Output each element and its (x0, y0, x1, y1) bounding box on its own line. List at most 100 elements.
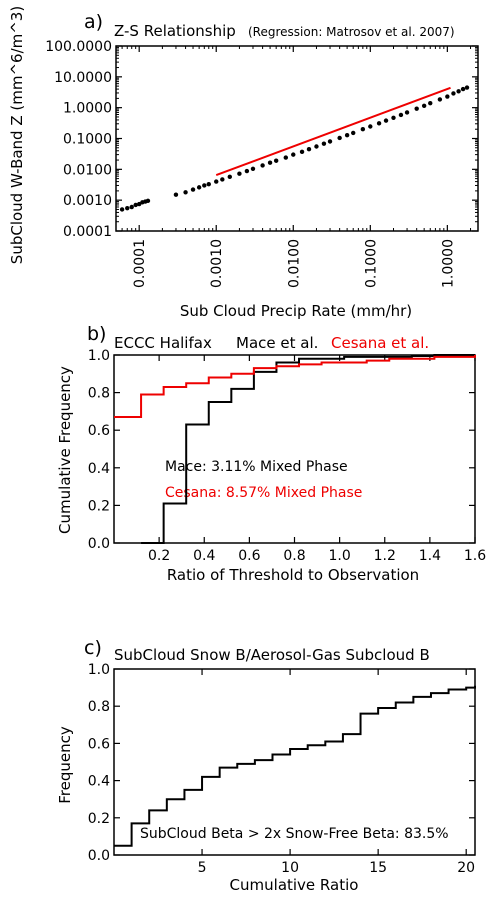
panel-c-xlabel: Cumulative Ratio (230, 876, 359, 894)
panel-c-xtick-label: 15 (369, 860, 387, 876)
panel-a-point (360, 127, 366, 132)
panel-a-ytick-label: 1.0000 (63, 101, 112, 117)
panel-a-point (327, 139, 333, 144)
panel-a-point (437, 97, 443, 102)
panel-a-xtick-label: 1.0000 (440, 239, 456, 288)
panel-a-title: Z-S Relationship (114, 22, 236, 40)
panel-b-title-cesana: Cesana et al. (331, 334, 429, 352)
panel-a-xlabel: Sub Cloud Precip Rate (mm/hr) (180, 302, 412, 320)
panel-a-point (250, 166, 256, 172)
panel-a-point (404, 110, 410, 115)
panel-c-ytick-label: 0.8 (88, 699, 110, 715)
panel-a-ytick-label: 10.0000 (54, 70, 112, 86)
panel-a-point (306, 146, 312, 152)
panel-b-ytick-label: 0.4 (88, 461, 110, 477)
panel-a-ytick-label: 0.0100 (63, 162, 112, 178)
panel-a-point (464, 85, 470, 90)
panel-b-series-cesana (114, 355, 476, 419)
panel-a-xtick-label: 0.0100 (286, 239, 302, 288)
panel-c-ytick-label: 0.4 (88, 774, 110, 790)
panel-a-point (445, 94, 450, 99)
panel-a-point (314, 144, 319, 149)
panel-b-xtick-label: 0.2 (148, 548, 170, 564)
panel-b-title-mace: Mace et al. (236, 334, 318, 352)
panel-a-point (237, 171, 242, 176)
panel-c-series (114, 685, 476, 847)
panel-a-point (173, 192, 179, 197)
panel-a-point (291, 152, 296, 157)
panel-c-xtick-label: 10 (281, 860, 299, 876)
panel-a-point (206, 181, 211, 187)
panel-a-point (260, 163, 265, 168)
panel-b-ytick-label: 0.0 (88, 536, 110, 552)
panel-a-xtick-label: 0.1000 (363, 239, 379, 288)
panel-c-ytick-label: 1.0 (88, 662, 110, 678)
panel-a-xtick-label: 0.0010 (209, 239, 225, 288)
panel-a-ytick-label: 0.0001 (63, 224, 112, 240)
panel-a-ytick-label: 0.0010 (63, 193, 112, 209)
panel-a-subtitle: (Regression: Matrosov et al. 2007) (248, 25, 455, 39)
panel-a-point (125, 205, 130, 211)
panel-b-letter: b) (87, 323, 106, 345)
panel-b-xtick-label: 0.4 (193, 548, 215, 564)
panel-a-plot: 0.0001 0.0010 0.0100 0.1000 1.0000 0.0001 0.00… (45, 39, 479, 288)
panel-a-point (414, 106, 419, 111)
panel-a-point (129, 204, 134, 210)
panel-c-ytick-label: 0.6 (88, 736, 110, 752)
panel-b-xtick-label: 1.6 (464, 548, 486, 564)
panel-a-point (376, 121, 382, 126)
panel-a-point (196, 185, 202, 190)
panel-a-point (337, 135, 342, 141)
panel-b-ytick-label: 1.0 (88, 348, 110, 364)
panel-a-point (398, 112, 404, 118)
panel-c-ytick-label: 0.2 (88, 811, 110, 827)
panel-c-title: SubCloud Snow B/Aerosol-Gas Subcloud B (114, 646, 430, 664)
panel-c-plot: 5 10 15 20 0.0 0.2 0.4 0.6 0.8 1.0 (88, 662, 476, 876)
panel-a-point (460, 86, 466, 92)
panel-a-point (283, 155, 289, 160)
panel-a-point (273, 158, 279, 163)
panel-a-letter: a) (84, 11, 103, 33)
panel-a-point (383, 118, 389, 123)
panel-b-title: ECCC Halifax (114, 334, 212, 352)
panel-a-point (451, 91, 456, 96)
panel-b-xlabel: Ratio of Threshold to Observation (167, 566, 419, 584)
panel-c-frame (113, 668, 476, 856)
panel-b-frame (113, 354, 476, 544)
panel-a-point (119, 207, 125, 212)
panel-c-letter: c) (84, 637, 102, 659)
panel-b-xtick-label: 0.6 (238, 548, 260, 564)
panel-a-point (391, 115, 396, 120)
panel-a-point (202, 183, 207, 188)
panel-b-xtick-label: 1.4 (419, 548, 441, 564)
panel-a-xtick-label: 0.0001 (132, 239, 148, 288)
panel-b-plot: 0.2 0.4 0.6 0.8 1.0 1.2 1.4 1.6 0.0 0.2 0.4 0.6 0.8 1… (88, 348, 486, 564)
panel-b-ytick-label: 0.6 (88, 423, 110, 439)
panel-c-xtick-label: 5 (198, 860, 207, 876)
panel-c-annotation: SubCloud Beta > 2x Snow-Free Beta: 83.5% (140, 826, 449, 842)
panel-a-point (267, 160, 273, 165)
panel-a-point (145, 198, 151, 204)
panel-c-ytick-label: 0.0 (88, 848, 110, 864)
panel-b-series-mace (141, 354, 475, 544)
panel-b-xtick-label: 1.0 (328, 548, 350, 564)
panel-b-annotation-mace: Mace: 3.11% Mixed Phase (165, 459, 348, 475)
panel-a-point (368, 124, 373, 129)
panel-a-ylabel: SubCloud W-Band Z (mm^6/m^3) (8, 6, 26, 264)
panel-a-point (214, 179, 219, 184)
panel-a-point (351, 130, 356, 136)
panel-a-point (456, 89, 461, 94)
panel-a-ytick-label: 0.1000 (63, 132, 112, 148)
panel-a-regression-line (215, 86, 451, 177)
panel-b-ytick-label: 0.8 (88, 386, 110, 402)
panel-a-point (344, 132, 350, 138)
panel-a-point (220, 177, 225, 182)
panel-a-point (183, 190, 188, 195)
panel-a-point (421, 103, 427, 108)
panel-a-point (428, 100, 433, 106)
panel-a-point (133, 202, 138, 208)
panel-c-ylabel: Frequency (56, 726, 74, 804)
panel-b-annotation-cesana: Cesana: 8.57% Mixed Phase (165, 485, 362, 501)
panel-a-point (321, 141, 327, 146)
